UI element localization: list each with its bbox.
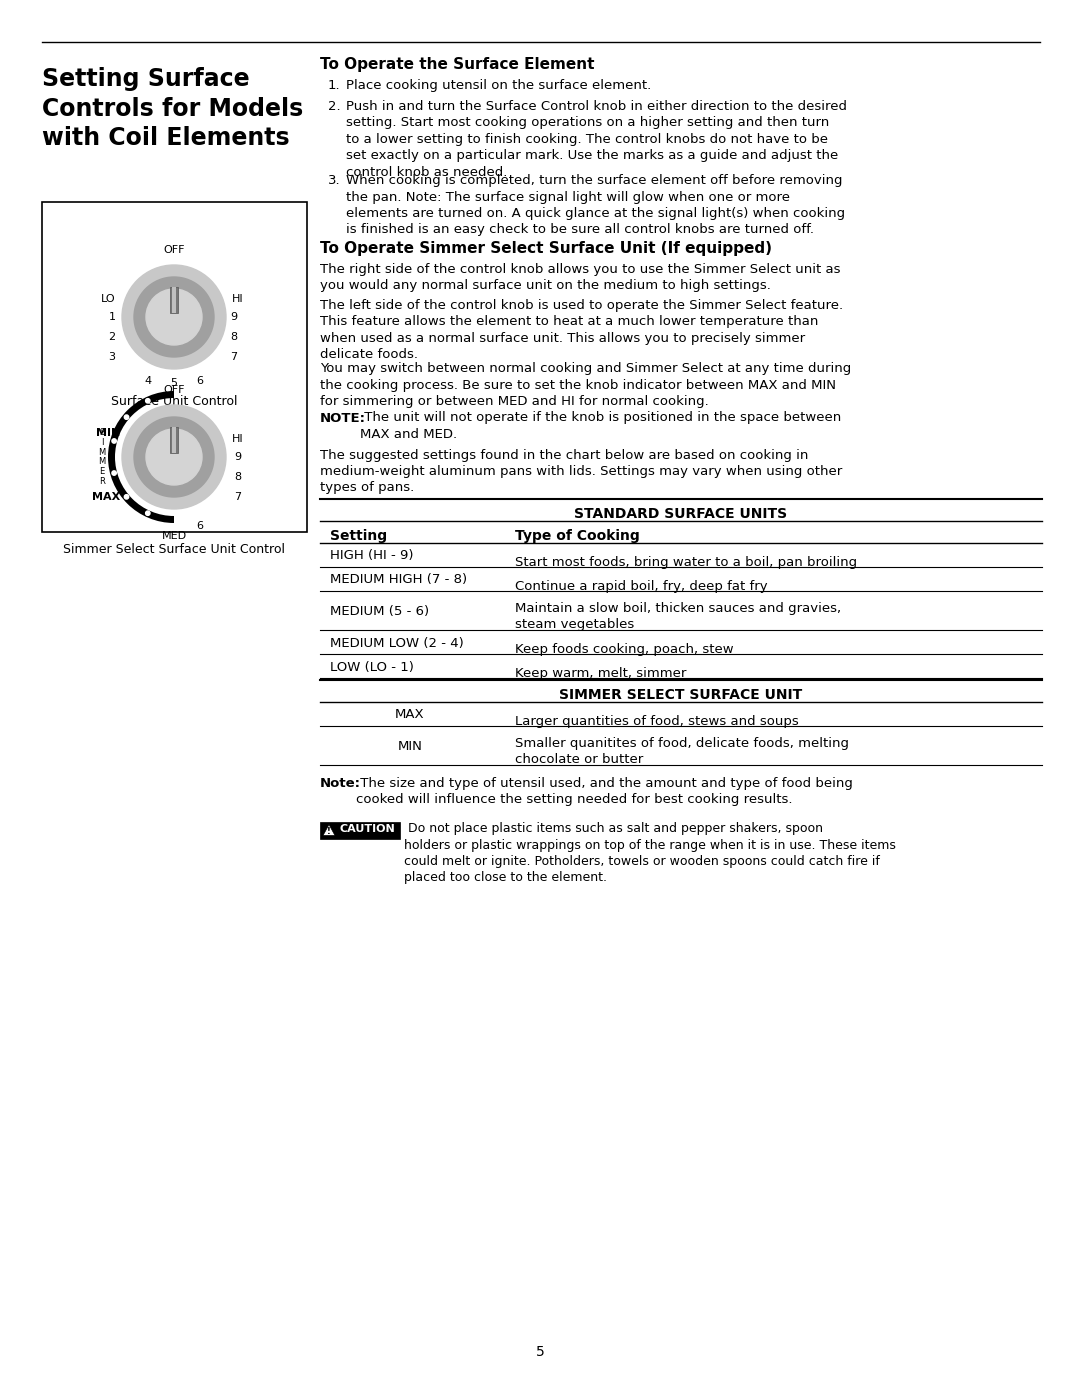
Text: 4: 4 <box>145 376 151 386</box>
Text: 9: 9 <box>234 453 241 462</box>
Text: Keep foods cooking, poach, stew: Keep foods cooking, poach, stew <box>515 643 733 657</box>
Polygon shape <box>323 824 335 835</box>
Text: MEDIUM LOW (2 - 4): MEDIUM LOW (2 - 4) <box>330 637 463 650</box>
Text: Maintain a slow boil, thicken sauces and gravies,
steam vegetables: Maintain a slow boil, thicken sauces and… <box>515 602 841 631</box>
Text: OFF: OFF <box>163 244 185 256</box>
Text: CAUTION: CAUTION <box>340 824 395 834</box>
Text: To Operate the Surface Element: To Operate the Surface Element <box>320 57 594 73</box>
Text: 6: 6 <box>197 521 203 531</box>
Circle shape <box>146 398 150 402</box>
Text: Surface Unit Control: Surface Unit Control <box>111 395 238 408</box>
Text: Setting Surface
Controls for Models
with Coil Elements: Setting Surface Controls for Models with… <box>42 67 303 151</box>
Text: The size and type of utensil used, and the amount and type of food being
cooked : The size and type of utensil used, and t… <box>356 777 853 806</box>
Text: 5: 5 <box>171 379 177 388</box>
Text: 3.: 3. <box>328 175 340 187</box>
Text: MEDIUM (5 - 6): MEDIUM (5 - 6) <box>330 605 429 617</box>
Text: 8: 8 <box>234 472 241 482</box>
Text: Simmer Select Surface Unit Control: Simmer Select Surface Unit Control <box>63 543 285 556</box>
Text: To Operate Simmer Select Surface Unit (If equipped): To Operate Simmer Select Surface Unit (I… <box>320 242 772 256</box>
Circle shape <box>124 415 129 419</box>
Text: HIGH (HI - 9): HIGH (HI - 9) <box>330 549 414 563</box>
Circle shape <box>112 439 117 443</box>
Wedge shape <box>108 391 174 522</box>
Text: LO: LO <box>102 293 116 305</box>
Text: 5: 5 <box>536 1345 544 1359</box>
Text: Do not place plastic items such as salt and pepper shakers, spoon
holders or pla: Do not place plastic items such as salt … <box>404 821 896 884</box>
Text: You may switch between normal cooking and Simmer Select at any time during
the c: You may switch between normal cooking an… <box>320 362 851 408</box>
Text: MAX: MAX <box>395 708 424 721</box>
Text: SIMMER SELECT SURFACE UNIT: SIMMER SELECT SURFACE UNIT <box>559 687 802 703</box>
Text: 1: 1 <box>108 312 116 321</box>
FancyBboxPatch shape <box>42 203 307 532</box>
Text: !: ! <box>327 827 330 835</box>
Text: S
I
M
M
E
R: S I M M E R <box>98 429 106 486</box>
Circle shape <box>134 277 214 358</box>
Text: 2.: 2. <box>328 99 340 113</box>
Text: Continue a rapid boil, fry, deep fat fry: Continue a rapid boil, fry, deep fat fry <box>515 580 768 592</box>
Text: Setting: Setting <box>330 529 387 543</box>
Text: HI: HI <box>232 293 244 305</box>
Text: OFF: OFF <box>163 386 185 395</box>
FancyBboxPatch shape <box>172 286 176 313</box>
Circle shape <box>122 405 226 509</box>
Text: 3: 3 <box>108 352 116 362</box>
Text: LOW (LO - 1): LOW (LO - 1) <box>330 661 414 673</box>
Text: MIN: MIN <box>96 427 120 439</box>
Circle shape <box>134 416 214 497</box>
Text: MAX: MAX <box>92 492 120 502</box>
Text: Type of Cooking: Type of Cooking <box>515 529 639 543</box>
Text: When cooking is completed, turn the surface element off before removing
the pan.: When cooking is completed, turn the surf… <box>346 175 846 236</box>
Text: MIN: MIN <box>397 740 422 753</box>
Circle shape <box>112 471 117 475</box>
Text: The right side of the control knob allows you to use the Simmer Select unit as
y: The right side of the control knob allow… <box>320 263 840 292</box>
Text: 9: 9 <box>230 312 238 321</box>
Text: 1.: 1. <box>328 80 340 92</box>
Circle shape <box>146 289 202 345</box>
Text: Place cooking utensil on the surface element.: Place cooking utensil on the surface ele… <box>346 80 651 92</box>
FancyBboxPatch shape <box>170 286 178 313</box>
Text: 2: 2 <box>108 332 116 342</box>
Text: NOTE:: NOTE: <box>320 412 366 425</box>
FancyBboxPatch shape <box>172 427 176 453</box>
Circle shape <box>124 495 129 499</box>
Text: Keep warm, melt, simmer: Keep warm, melt, simmer <box>515 666 687 680</box>
Text: 7: 7 <box>234 492 241 502</box>
Text: Smaller quanitites of food, delicate foods, melting
chocolate or butter: Smaller quanitites of food, delicate foo… <box>515 738 849 766</box>
Text: Start most foods, bring water to a boil, pan broiling: Start most foods, bring water to a boil,… <box>515 556 858 569</box>
Text: MED: MED <box>161 531 187 541</box>
FancyBboxPatch shape <box>320 821 400 840</box>
FancyBboxPatch shape <box>170 427 178 453</box>
Text: The left side of the control knob is used to operate the Simmer Select feature.
: The left side of the control knob is use… <box>320 299 843 362</box>
Text: 7: 7 <box>230 352 238 362</box>
Circle shape <box>122 265 226 369</box>
Circle shape <box>146 429 202 485</box>
Text: 6: 6 <box>197 376 203 386</box>
Text: 8: 8 <box>230 332 238 342</box>
Text: HI: HI <box>232 434 244 444</box>
Text: Push in and turn the Surface Control knob in either direction to the desired
set: Push in and turn the Surface Control kno… <box>346 99 847 179</box>
Text: Larger quantities of food, stews and soups: Larger quantities of food, stews and sou… <box>515 715 799 728</box>
Text: Note:: Note: <box>320 777 361 789</box>
Text: The unit will not operate if the knob is positioned in the space between
MAX and: The unit will not operate if the knob is… <box>360 412 841 441</box>
Text: STANDARD SURFACE UNITS: STANDARD SURFACE UNITS <box>575 507 787 521</box>
Circle shape <box>146 511 150 515</box>
Text: MEDIUM HIGH (7 - 8): MEDIUM HIGH (7 - 8) <box>330 574 468 587</box>
Text: The suggested settings found in the chart below are based on cooking in
medium-w: The suggested settings found in the char… <box>320 448 842 495</box>
